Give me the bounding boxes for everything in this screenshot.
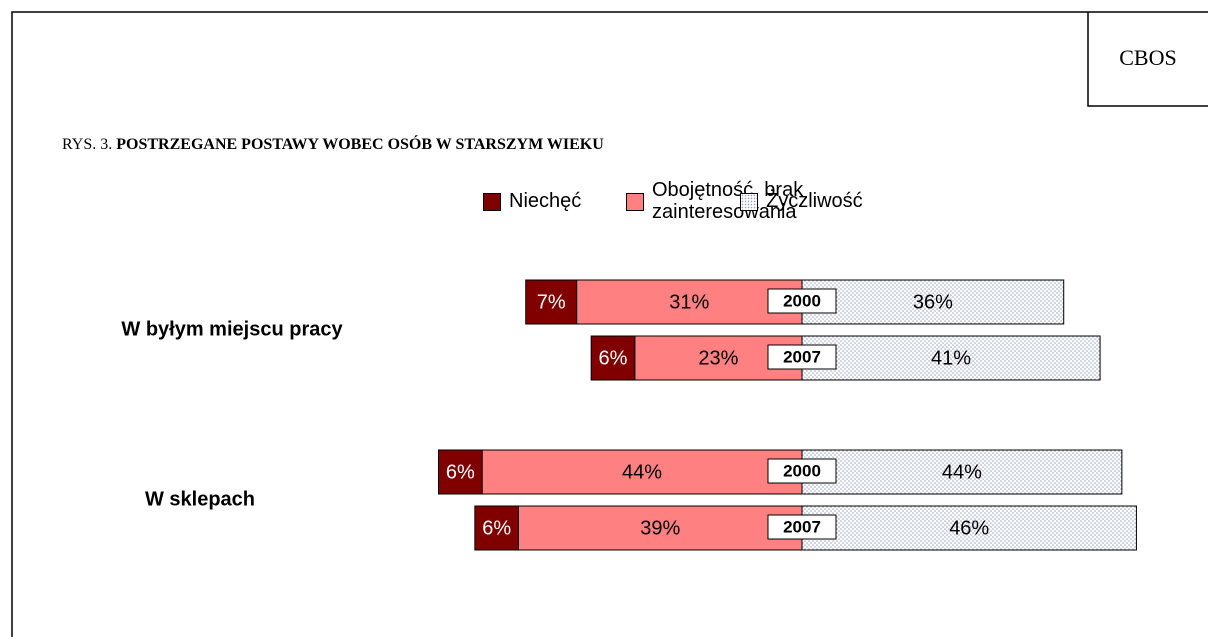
year-box <box>767 288 837 314</box>
bar-segment <box>801 335 1101 381</box>
year-box <box>767 458 837 484</box>
value-label: 36% <box>913 291 953 313</box>
chart-title: RYS. 3. POSTRZEGANE POSTAWY WOBEC OSÓB W… <box>62 134 604 153</box>
legend-label: Obojętność, brak zainteresowania <box>652 179 804 223</box>
value-label: 31% <box>669 291 709 313</box>
bar-segment <box>517 505 803 551</box>
legend-swatch <box>483 193 501 211</box>
source-box <box>1087 12 1208 107</box>
year-box <box>767 344 837 370</box>
value-label: 6% <box>482 517 511 539</box>
value-label: 46% <box>949 517 989 539</box>
category-label: W byłym miejscu pracy <box>121 318 343 340</box>
source: CBOS <box>1119 45 1176 70</box>
bar-segment <box>438 449 483 495</box>
value-label: 7% <box>537 291 566 313</box>
figure-label: RYS. 3. <box>62 136 112 153</box>
value-label: 39% <box>640 517 680 539</box>
legend-label: Niechęć <box>509 190 582 212</box>
bar-segment <box>474 505 519 551</box>
frame <box>11 11 1208 637</box>
title: POSTRZEGANE POSTAWY WOBEC OSÓB W STARSZY… <box>116 134 604 153</box>
legend-swatch <box>740 193 758 211</box>
legend-swatch <box>626 193 644 211</box>
value-label: 44% <box>622 461 662 483</box>
value-label: 23% <box>698 347 738 369</box>
bar-segment <box>801 449 1123 495</box>
bar-segment <box>590 335 636 381</box>
bar-segment <box>525 279 578 325</box>
year-label: 2000 <box>783 291 821 310</box>
value-label: 6% <box>446 461 475 483</box>
year-box <box>767 514 837 540</box>
bar-segment <box>481 449 803 495</box>
year-label: 2007 <box>783 347 821 366</box>
value-label: 6% <box>599 347 628 369</box>
legend-label: Życzliwość <box>766 190 863 212</box>
bar-segment <box>801 505 1137 551</box>
year-label: 2007 <box>783 517 821 536</box>
value-label: 44% <box>942 461 982 483</box>
value-label: 41% <box>931 347 971 369</box>
year-label: 2000 <box>783 461 821 480</box>
category-label: W sklepach <box>145 488 255 510</box>
